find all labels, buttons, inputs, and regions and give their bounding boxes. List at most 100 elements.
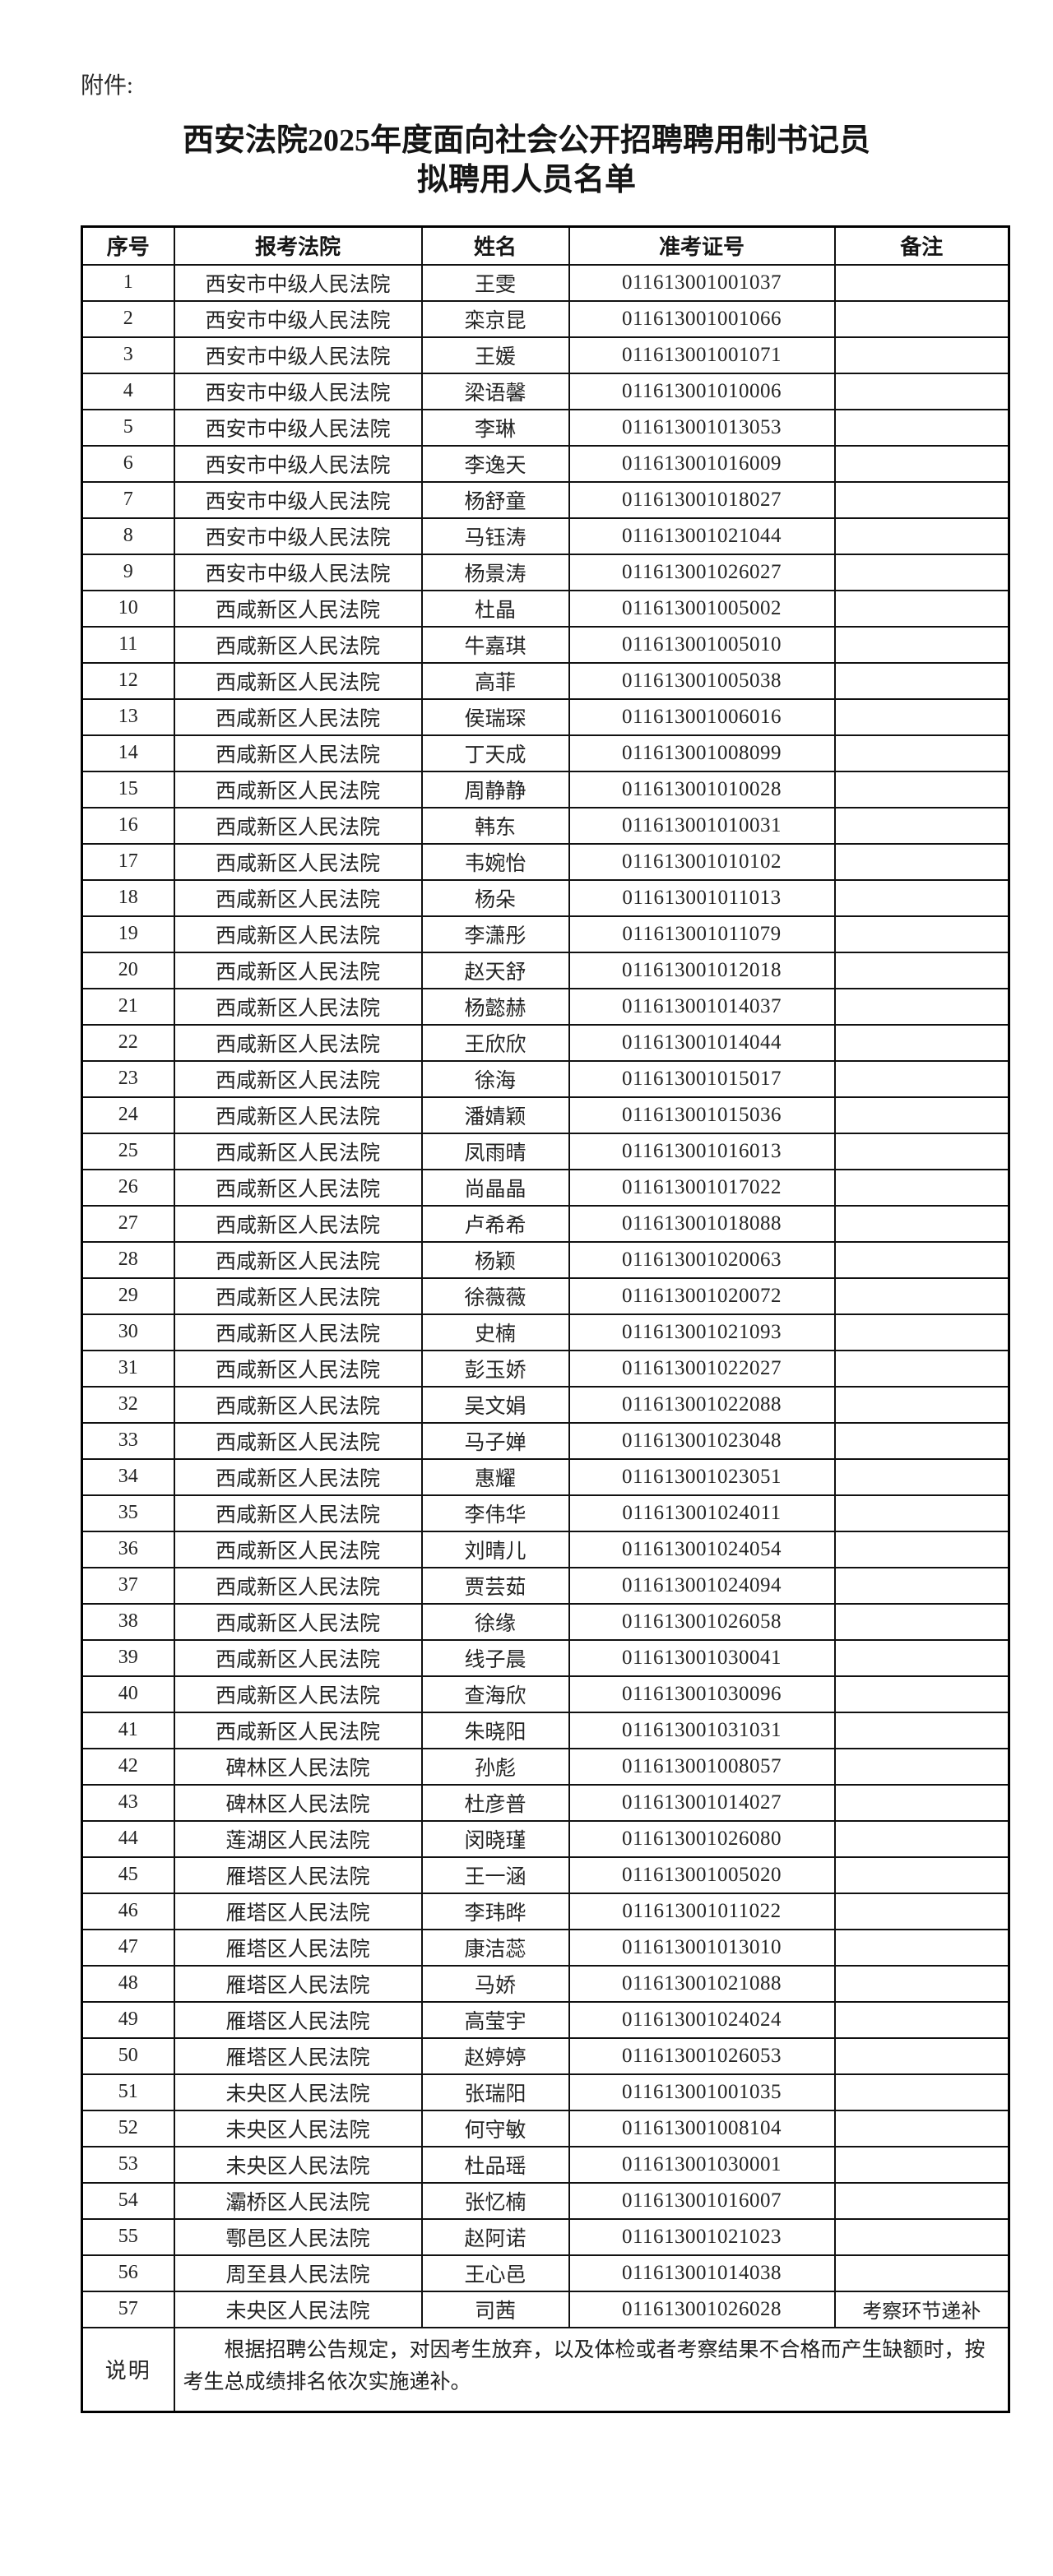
cell-ticket: 011613001021088 bbox=[568, 1964, 836, 2003]
cell-seq: 52 bbox=[81, 2109, 175, 2147]
cell-ticket: 011613001005002 bbox=[568, 589, 836, 628]
cell-remark bbox=[833, 1566, 1010, 1605]
cell-name: 彭玉娇 bbox=[420, 1349, 570, 1388]
cell-seq: 7 bbox=[81, 480, 175, 519]
table-row: 33 西咸新区人民法院 马子婵 011613001023048 bbox=[81, 1421, 1010, 1460]
cell-ticket: 011613001014027 bbox=[568, 1783, 836, 1822]
table-row: 52 未央区人民法院 何守敏 011613001008104 bbox=[81, 2109, 1010, 2147]
cell-remark bbox=[833, 987, 1010, 1026]
cell-name: 查海欣 bbox=[420, 1675, 570, 1713]
cell-court: 西安市中级人民法院 bbox=[173, 408, 423, 447]
table-row: 38 西咸新区人民法院 徐缘 011613001026058 bbox=[81, 1602, 1010, 1641]
cell-court: 雁塔区人民法院 bbox=[173, 2036, 423, 2075]
table-row: 46 雁塔区人民法院 李玮晔 011613001011022 bbox=[81, 1892, 1010, 1930]
cell-remark bbox=[833, 951, 1010, 989]
cell-name: 赵婷婷 bbox=[420, 2036, 570, 2075]
cell-ticket: 011613001022027 bbox=[568, 1349, 836, 1388]
cell-seq: 11 bbox=[81, 625, 175, 664]
cell-name: 杜彦普 bbox=[420, 1783, 570, 1822]
cell-name: 张瑞阳 bbox=[420, 2073, 570, 2111]
cell-ticket: 011613001024024 bbox=[568, 2000, 836, 2039]
table-row: 49 雁塔区人民法院 高莹宇 011613001024024 bbox=[81, 2000, 1010, 2039]
table-row: 27 西咸新区人民法院 卢希希 011613001018088 bbox=[81, 1204, 1010, 1243]
cell-name: 王雯 bbox=[420, 263, 570, 302]
cell-court: 西咸新区人民法院 bbox=[173, 951, 423, 989]
cell-court: 西咸新区人民法院 bbox=[173, 1240, 423, 1279]
cell-seq: 39 bbox=[81, 1638, 175, 1677]
cell-remark bbox=[833, 1457, 1010, 1496]
cell-remark bbox=[833, 372, 1010, 410]
cell-name: 张忆楠 bbox=[420, 2181, 570, 2220]
table-row: 7 西安市中级人民法院 杨舒童 011613001018027 bbox=[81, 480, 1010, 519]
cell-court: 西咸新区人民法院 bbox=[173, 1168, 423, 1207]
table-row: 20 西咸新区人民法院 赵天舒 011613001012018 bbox=[81, 951, 1010, 989]
cell-ticket: 011613001014037 bbox=[568, 987, 836, 1026]
cell-name: 徐缘 bbox=[420, 1602, 570, 1641]
cell-court: 雁塔区人民法院 bbox=[173, 1964, 423, 2003]
cell-court: 未央区人民法院 bbox=[173, 2073, 423, 2111]
cell-remark bbox=[833, 1204, 1010, 1243]
table-row: 50 雁塔区人民法院 赵婷婷 011613001026053 bbox=[81, 2036, 1010, 2075]
cell-ticket: 011613001013053 bbox=[568, 408, 836, 447]
cell-seq: 6 bbox=[81, 444, 175, 483]
cell-remark bbox=[833, 517, 1010, 555]
cell-ticket: 011613001010028 bbox=[568, 770, 836, 808]
table-row: 45 雁塔区人民法院 王一涵 011613001005020 bbox=[81, 1856, 1010, 1894]
cell-court: 西安市中级人民法院 bbox=[173, 553, 423, 591]
cell-court: 西咸新区人民法院 bbox=[173, 1349, 423, 1388]
cell-ticket: 011613001017022 bbox=[568, 1168, 836, 1207]
cell-court: 灞桥区人民法院 bbox=[173, 2181, 423, 2220]
cell-remark bbox=[833, 263, 1010, 302]
cell-remark bbox=[833, 2217, 1010, 2256]
cell-court: 西咸新区人民法院 bbox=[173, 806, 423, 845]
cell-seq: 18 bbox=[81, 878, 175, 917]
page-title-line-1: 西安法院2025年度面向社会公开招聘聘用制书记员 bbox=[182, 123, 870, 158]
cell-name: 牛嘉琪 bbox=[420, 625, 570, 664]
cell-remark bbox=[833, 734, 1010, 772]
table-row: 51 未央区人民法院 张瑞阳 011613001001035 bbox=[81, 2073, 1010, 2111]
cell-name: 周静静 bbox=[420, 770, 570, 808]
cell-ticket: 011613001026028 bbox=[568, 2290, 836, 2328]
cell-seq: 37 bbox=[81, 1566, 175, 1605]
cell-court: 西咸新区人民法院 bbox=[173, 1313, 423, 1351]
cell-remark bbox=[833, 878, 1010, 917]
cell-court: 西咸新区人民法院 bbox=[173, 589, 423, 628]
cell-seq: 35 bbox=[81, 1494, 175, 1532]
cell-court: 西咸新区人民法院 bbox=[173, 1132, 423, 1170]
cell-remark bbox=[833, 842, 1010, 881]
cell-ticket: 011613001016013 bbox=[568, 1132, 836, 1170]
cell-name: 刘晴儿 bbox=[420, 1530, 570, 1568]
cell-ticket: 011613001026080 bbox=[568, 1819, 836, 1858]
cell-remark bbox=[833, 1530, 1010, 1568]
cell-name: 康洁蕊 bbox=[420, 1928, 570, 1967]
cell-ticket: 011613001030041 bbox=[568, 1638, 836, 1677]
cell-ticket: 011613001008104 bbox=[568, 2109, 836, 2147]
table-row: 9 西安市中级人民法院 杨景涛 011613001026027 bbox=[81, 553, 1010, 591]
cell-court: 西安市中级人民法院 bbox=[173, 263, 423, 302]
cell-ticket: 011613001008099 bbox=[568, 734, 836, 772]
table-row: 23 西咸新区人民法院 徐海 011613001015017 bbox=[81, 1059, 1010, 1098]
cell-ticket: 011613001001071 bbox=[568, 336, 836, 374]
cell-name: 吴文娟 bbox=[420, 1385, 570, 1424]
cell-remark bbox=[833, 589, 1010, 628]
cell-remark bbox=[833, 1602, 1010, 1641]
cell-seq: 23 bbox=[81, 1059, 175, 1098]
cell-court: 未央区人民法院 bbox=[173, 2145, 423, 2184]
cell-seq: 46 bbox=[81, 1892, 175, 1930]
cell-ticket: 011613001014044 bbox=[568, 1023, 836, 1062]
cell-ticket: 011613001030096 bbox=[568, 1675, 836, 1713]
cell-court: 西咸新区人民法院 bbox=[173, 1602, 423, 1641]
cell-remark bbox=[833, 1638, 1010, 1677]
table-row: 19 西咸新区人民法院 李潇彤 011613001011079 bbox=[81, 915, 1010, 953]
table-row: 55 鄠邑区人民法院 赵阿诺 011613001021023 bbox=[81, 2217, 1010, 2256]
table-row: 37 西咸新区人民法院 贾芸茹 011613001024094 bbox=[81, 1566, 1010, 1605]
cell-name: 丁天成 bbox=[420, 734, 570, 772]
cell-remark bbox=[833, 1675, 1010, 1713]
cell-court: 未央区人民法院 bbox=[173, 2109, 423, 2147]
cell-name: 赵天舒 bbox=[420, 951, 570, 989]
cell-remark bbox=[833, 625, 1010, 664]
cell-ticket: 011613001021093 bbox=[568, 1313, 836, 1351]
cell-name: 王心邑 bbox=[420, 2254, 570, 2292]
cell-court: 西咸新区人民法院 bbox=[173, 1421, 423, 1460]
cell-name: 高莹宇 bbox=[420, 2000, 570, 2039]
